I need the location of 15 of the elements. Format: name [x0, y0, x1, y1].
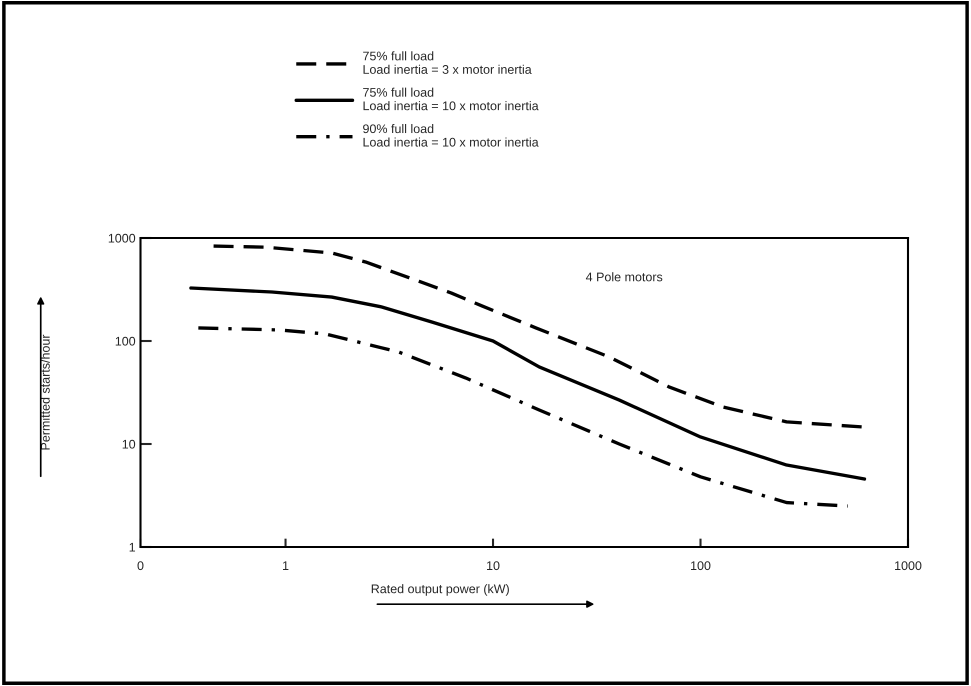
x-tick-label: 1000 — [895, 561, 922, 570]
legend-label: 75% full load Load inertia = 10 x motor inertia — [363, 88, 539, 110]
x-tick-label: 1 — [283, 561, 288, 570]
x-axis-title: Rated output power (kW) — [372, 584, 509, 596]
y-tick-label: 100 — [116, 336, 136, 346]
y-tick-label: 1 — [130, 542, 136, 552]
annotation: 4 Pole motors — [586, 272, 662, 282]
y-tick-label: 1000 — [108, 234, 136, 243]
legend-label: 75% full load Load inertia = 3 x motor inertia — [363, 51, 532, 74]
x-tick-label: 10 — [487, 561, 500, 570]
x-tick-label: 0 — [138, 561, 144, 570]
y-tick-label: 10 — [122, 440, 136, 449]
legend-label: 90% full load Load inertia = 10 x motor inertia — [363, 124, 539, 147]
x-tick-label: 100 — [691, 561, 710, 570]
y-axis-title: Permitted starts/hour — [40, 334, 50, 450]
